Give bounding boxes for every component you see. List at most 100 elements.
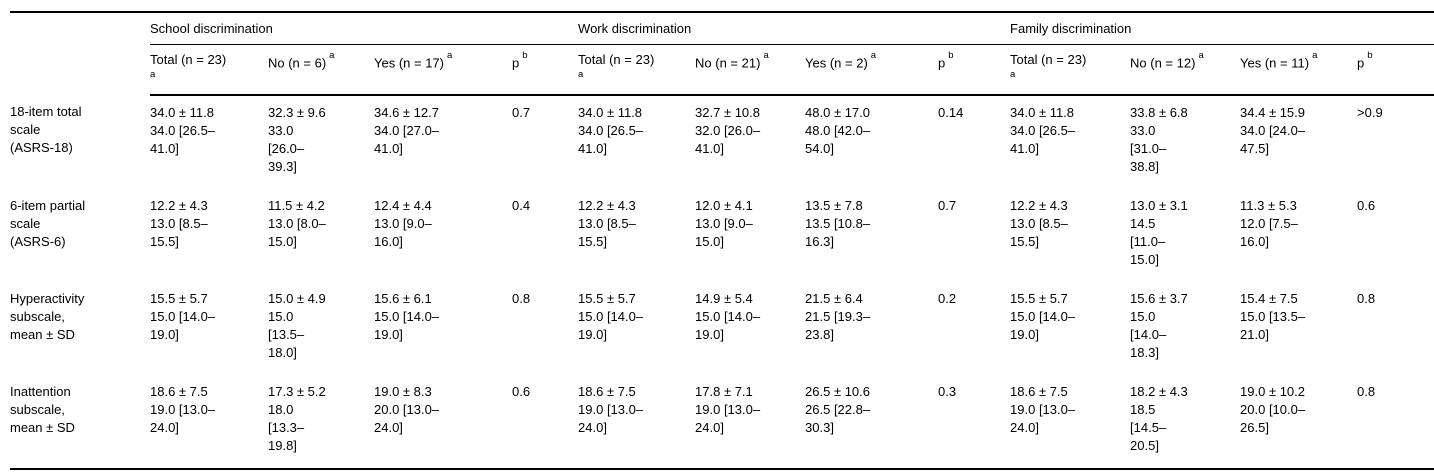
stat-cell: 15.6 ± 6.1 15.0 [14.0– 19.0]: [374, 291, 440, 342]
table-header: School discrimination Work discriminatio…: [10, 12, 1434, 96]
stat-cell: 34.0 ± 11.8 34.0 [26.5– 41.0]: [1010, 105, 1076, 156]
group-header-label: Work discrimination: [578, 21, 692, 36]
column-header-label: p: [1357, 55, 1365, 71]
discrimination-comparison-table: School discrimination Work discriminatio…: [10, 11, 1434, 470]
stat-cell: 19.0 ± 8.3 20.0 [13.0– 24.0]: [374, 384, 440, 435]
column-header-work-yes: Yes (n = 2) a: [805, 44, 939, 96]
footnote-marker: a: [446, 50, 453, 61]
p-value-cell: 0.8: [512, 291, 531, 306]
column-header-label: Yes (n = 2): [805, 55, 868, 71]
stat-cell: 12.2 ± 4.3 13.0 [8.5– 15.5]: [578, 198, 636, 249]
stat-cell: 34.0 ± 11.8 34.0 [26.5– 41.0]: [578, 105, 644, 156]
stat-cell: 18.6 ± 7.5 19.0 [13.0– 24.0]: [578, 384, 644, 435]
row-label: Inattention subscale, mean ± SD: [10, 384, 75, 435]
p-value-cell: 0.2: [938, 291, 957, 306]
stat-cell: 14.9 ± 5.4 15.0 [14.0– 19.0]: [695, 291, 761, 342]
p-value-cell: 0.14: [938, 105, 964, 120]
column-header-label: Total (n = 23): [578, 52, 655, 67]
stat-cell: 34.4 ± 15.9 34.0 [24.0– 47.5]: [1240, 105, 1306, 156]
stat-cell: 34.0 ± 11.8 34.0 [26.5– 41.0]: [150, 105, 216, 156]
footnote-marker: b: [948, 50, 954, 61]
row-label: 6-item partial scale (ASRS-6): [10, 198, 86, 249]
table-body: 18-item total scale (ASRS-18) 34.0 ± 11.8…: [10, 95, 1434, 469]
table-row: Inattention subscale, mean ± SD 18.6 ± 7.…: [10, 375, 1434, 469]
stat-cell: 15.6 ± 3.7 15.0 [14.0– 18.3]: [1130, 291, 1188, 360]
stat-cell: 19.0 ± 10.2 20.0 [10.0– 26.5]: [1240, 384, 1306, 435]
p-value-cell: 0.4: [512, 198, 531, 213]
stat-cell: 48.0 ± 17.0 48.0 [42.0– 54.0]: [805, 105, 871, 156]
stat-cell: 32.3 ± 9.6 33.0 [26.0– 39.3]: [268, 105, 326, 174]
column-header-school-yes: Yes (n = 17) a: [374, 44, 512, 96]
group-header-family: Family discrimination: [1010, 12, 1434, 45]
stat-cell: 17.8 ± 7.1 19.0 [13.0– 24.0]: [695, 384, 761, 435]
stat-cell: 34.6 ± 12.7 34.0 [27.0– 41.0]: [374, 105, 440, 156]
row-label: 18-item total scale (ASRS-18): [10, 104, 82, 155]
p-value-cell: 0.6: [1357, 198, 1376, 213]
footnote-marker: a: [150, 69, 156, 80]
column-header-label: No (n = 12): [1130, 55, 1196, 71]
column-header-family-no: No (n = 12) a: [1130, 44, 1241, 96]
stat-cell: 18.2 ± 4.3 18.5 [14.5– 20.5]: [1130, 384, 1188, 453]
column-header-label: No (n = 21): [695, 55, 761, 71]
stat-cell: 26.5 ± 10.6 26.5 [22.8– 30.3]: [805, 384, 871, 435]
stat-cell: 13.0 ± 3.1 14.5 [11.0– 15.0]: [1130, 198, 1188, 267]
footnote-marker: b: [1367, 50, 1373, 61]
column-header-school-total: Total (n = 23) a: [150, 44, 268, 96]
column-header-label: p: [512, 55, 520, 71]
row-label: Hyperactivity subscale, mean ± SD: [10, 291, 85, 342]
p-value-cell: 0.7: [512, 105, 531, 120]
stat-cell: 33.8 ± 6.8 33.0 [31.0– 38.8]: [1130, 105, 1188, 174]
p-value-cell: 0.3: [938, 384, 957, 399]
footnote-marker: b: [522, 50, 528, 61]
footnote-marker: a: [1198, 50, 1204, 61]
p-value-cell: 0.8: [1357, 291, 1376, 306]
stat-cell: 18.6 ± 7.5 19.0 [13.0– 24.0]: [1010, 384, 1076, 435]
column-header-work-total: Total (n = 23) a: [578, 44, 696, 96]
stat-cell: 17.3 ± 5.2 18.0 [13.3– 19.8]: [268, 384, 326, 453]
stat-cell: 18.6 ± 7.5 19.0 [13.0– 24.0]: [150, 384, 216, 435]
stat-cell: 21.5 ± 6.4 21.5 [19.3– 23.8]: [805, 291, 871, 342]
table-row: 18-item total scale (ASRS-18) 34.0 ± 11.8…: [10, 95, 1434, 189]
footnote-marker: a: [870, 50, 877, 61]
group-header-label: Family discrimination: [1010, 21, 1132, 36]
stat-cell: 13.5 ± 7.8 13.5 [10.8– 16.3]: [805, 198, 871, 249]
stat-cell: 12.2 ± 4.3 13.0 [8.5– 15.5]: [1010, 198, 1068, 249]
stub-cell: [10, 12, 150, 95]
table-row: 6-item partial scale (ASRS-6) 12.2 ± 4.3 …: [10, 189, 1434, 282]
p-value-cell: 0.8: [1357, 384, 1376, 399]
p-value-cell: 0.7: [938, 198, 957, 213]
group-header-row: School discrimination Work discriminatio…: [10, 12, 1434, 45]
stat-cell: 15.5 ± 5.7 15.0 [14.0– 19.0]: [150, 291, 216, 342]
stat-cell: 32.7 ± 10.8 32.0 [26.0– 41.0]: [695, 105, 761, 156]
column-header-label: p: [938, 55, 946, 71]
footnote-marker: a: [578, 69, 584, 80]
column-header-label: Total (n = 23): [150, 52, 227, 67]
footnote-marker: a: [1010, 69, 1016, 80]
p-value-cell: >0.9: [1357, 105, 1383, 120]
column-header-row: Total (n = 23) a No (n = 6) a Yes (n = 17)…: [10, 44, 1434, 96]
column-header-family-total: Total (n = 23) a: [1010, 44, 1131, 96]
stat-cell: 11.3 ± 5.3 12.0 [7.5– 16.0]: [1240, 198, 1298, 249]
column-header-school-no: No (n = 6) a: [268, 44, 374, 96]
table-row: Hyperactivity subscale, mean ± SD 15.5 ± …: [10, 282, 1434, 375]
footnote-marker: a: [763, 50, 769, 61]
column-header-label: No (n = 6): [268, 55, 327, 71]
stat-cell: 11.5 ± 4.2 13.0 [8.0– 15.0]: [268, 198, 326, 249]
p-value-cell: 0.6: [512, 384, 531, 399]
column-header-label: Yes (n = 17): [374, 55, 444, 71]
stat-cell: 15.4 ± 7.5 15.0 [13.5– 21.0]: [1240, 291, 1306, 342]
stat-cell: 15.5 ± 5.7 15.0 [14.0– 19.0]: [578, 291, 644, 342]
group-header-school: School discrimination: [150, 12, 579, 45]
stat-cell: 12.0 ± 4.1 13.0 [9.0– 15.0]: [695, 198, 753, 249]
group-header-label: School discrimination: [150, 21, 273, 36]
column-header-work-no: No (n = 21) a: [695, 44, 806, 96]
stat-cell: 12.2 ± 4.3 13.0 [8.5– 15.5]: [150, 198, 208, 249]
column-header-family-yes: Yes (n = 11) a: [1240, 44, 1358, 96]
footnote-marker: a: [329, 50, 335, 61]
column-header-label: Yes (n = 11): [1240, 55, 1310, 71]
stat-cell: 15.0 ± 4.9 15.0 [13.5– 18.0]: [268, 291, 326, 360]
